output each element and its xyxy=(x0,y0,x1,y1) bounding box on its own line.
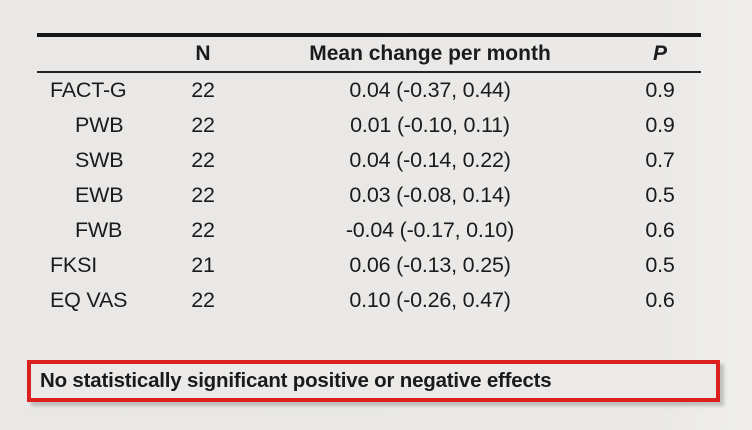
col-header-mean-change: Mean change per month xyxy=(309,42,551,65)
table-row-ewb: EWB 22 0.03 (-0.08, 0.14) 0.5 xyxy=(37,178,701,213)
row-p-value: 0.6 xyxy=(645,288,675,312)
row-p-value: 0.7 xyxy=(645,148,675,172)
row-n-value: 21 xyxy=(191,253,215,277)
row-n-value: 22 xyxy=(191,218,215,242)
row-label: PWB xyxy=(75,113,124,137)
row-p-value: 0.6 xyxy=(645,218,675,242)
row-p-value: 0.5 xyxy=(645,253,675,277)
table-header-row: N Mean change per month P xyxy=(37,37,701,73)
table-row-pwb: PWB 22 0.01 (-0.10, 0.11) 0.9 xyxy=(37,108,701,143)
row-mean-change-value: 0.03 (-0.08, 0.14) xyxy=(349,183,511,207)
row-label: FACT-G xyxy=(50,78,127,102)
no-significant-effects-callout: No statistically significant positive or… xyxy=(27,360,720,402)
row-label: SWB xyxy=(75,148,124,172)
table-row-eq-vas: EQ VAS 22 0.10 (-0.26, 0.47) 0.6 xyxy=(37,283,701,318)
row-n-value: 22 xyxy=(191,288,215,312)
row-label: FWB xyxy=(75,218,123,242)
row-mean-change-value: 0.10 (-0.26, 0.47) xyxy=(349,288,511,312)
row-p-value: 0.5 xyxy=(645,183,675,207)
row-n-value: 22 xyxy=(191,148,215,172)
row-p-value: 0.9 xyxy=(645,78,675,102)
table-row-fksi: FKSI 21 0.06 (-0.13, 0.25) 0.5 xyxy=(37,248,701,283)
row-label: EWB xyxy=(75,183,124,207)
callout-text: No statistically significant positive or… xyxy=(40,369,552,392)
row-n-value: 22 xyxy=(191,113,215,137)
row-mean-change-value: 0.06 (-0.13, 0.25) xyxy=(349,253,511,277)
table-row-fwb: FWB 22 -0.04 (-0.17, 0.10) 0.6 xyxy=(37,213,701,248)
col-header-p: P xyxy=(652,42,667,65)
row-n-value: 22 xyxy=(191,78,215,102)
row-mean-change-value: 0.01 (-0.10, 0.11) xyxy=(350,113,510,137)
row-n-value: 22 xyxy=(191,183,215,207)
table-row-fact-g: FACT-G 22 0.04 (-0.37, 0.44) 0.9 xyxy=(37,73,701,108)
table-row-swb: SWB 22 0.04 (-0.14, 0.22) 0.7 xyxy=(37,143,701,178)
row-mean-change-value: 0.04 (-0.14, 0.22) xyxy=(349,148,511,172)
row-mean-change-value: -0.04 (-0.17, 0.10) xyxy=(345,218,515,242)
qol-outcomes-table: N Mean change per month P FACT-G 22 0.04… xyxy=(37,33,701,318)
row-p-value: 0.9 xyxy=(645,113,675,137)
col-header-n: N xyxy=(195,42,211,65)
row-mean-change-value: 0.04 (-0.37, 0.44) xyxy=(349,78,511,102)
row-label: FKSI xyxy=(50,253,97,277)
row-label: EQ VAS xyxy=(50,288,128,312)
